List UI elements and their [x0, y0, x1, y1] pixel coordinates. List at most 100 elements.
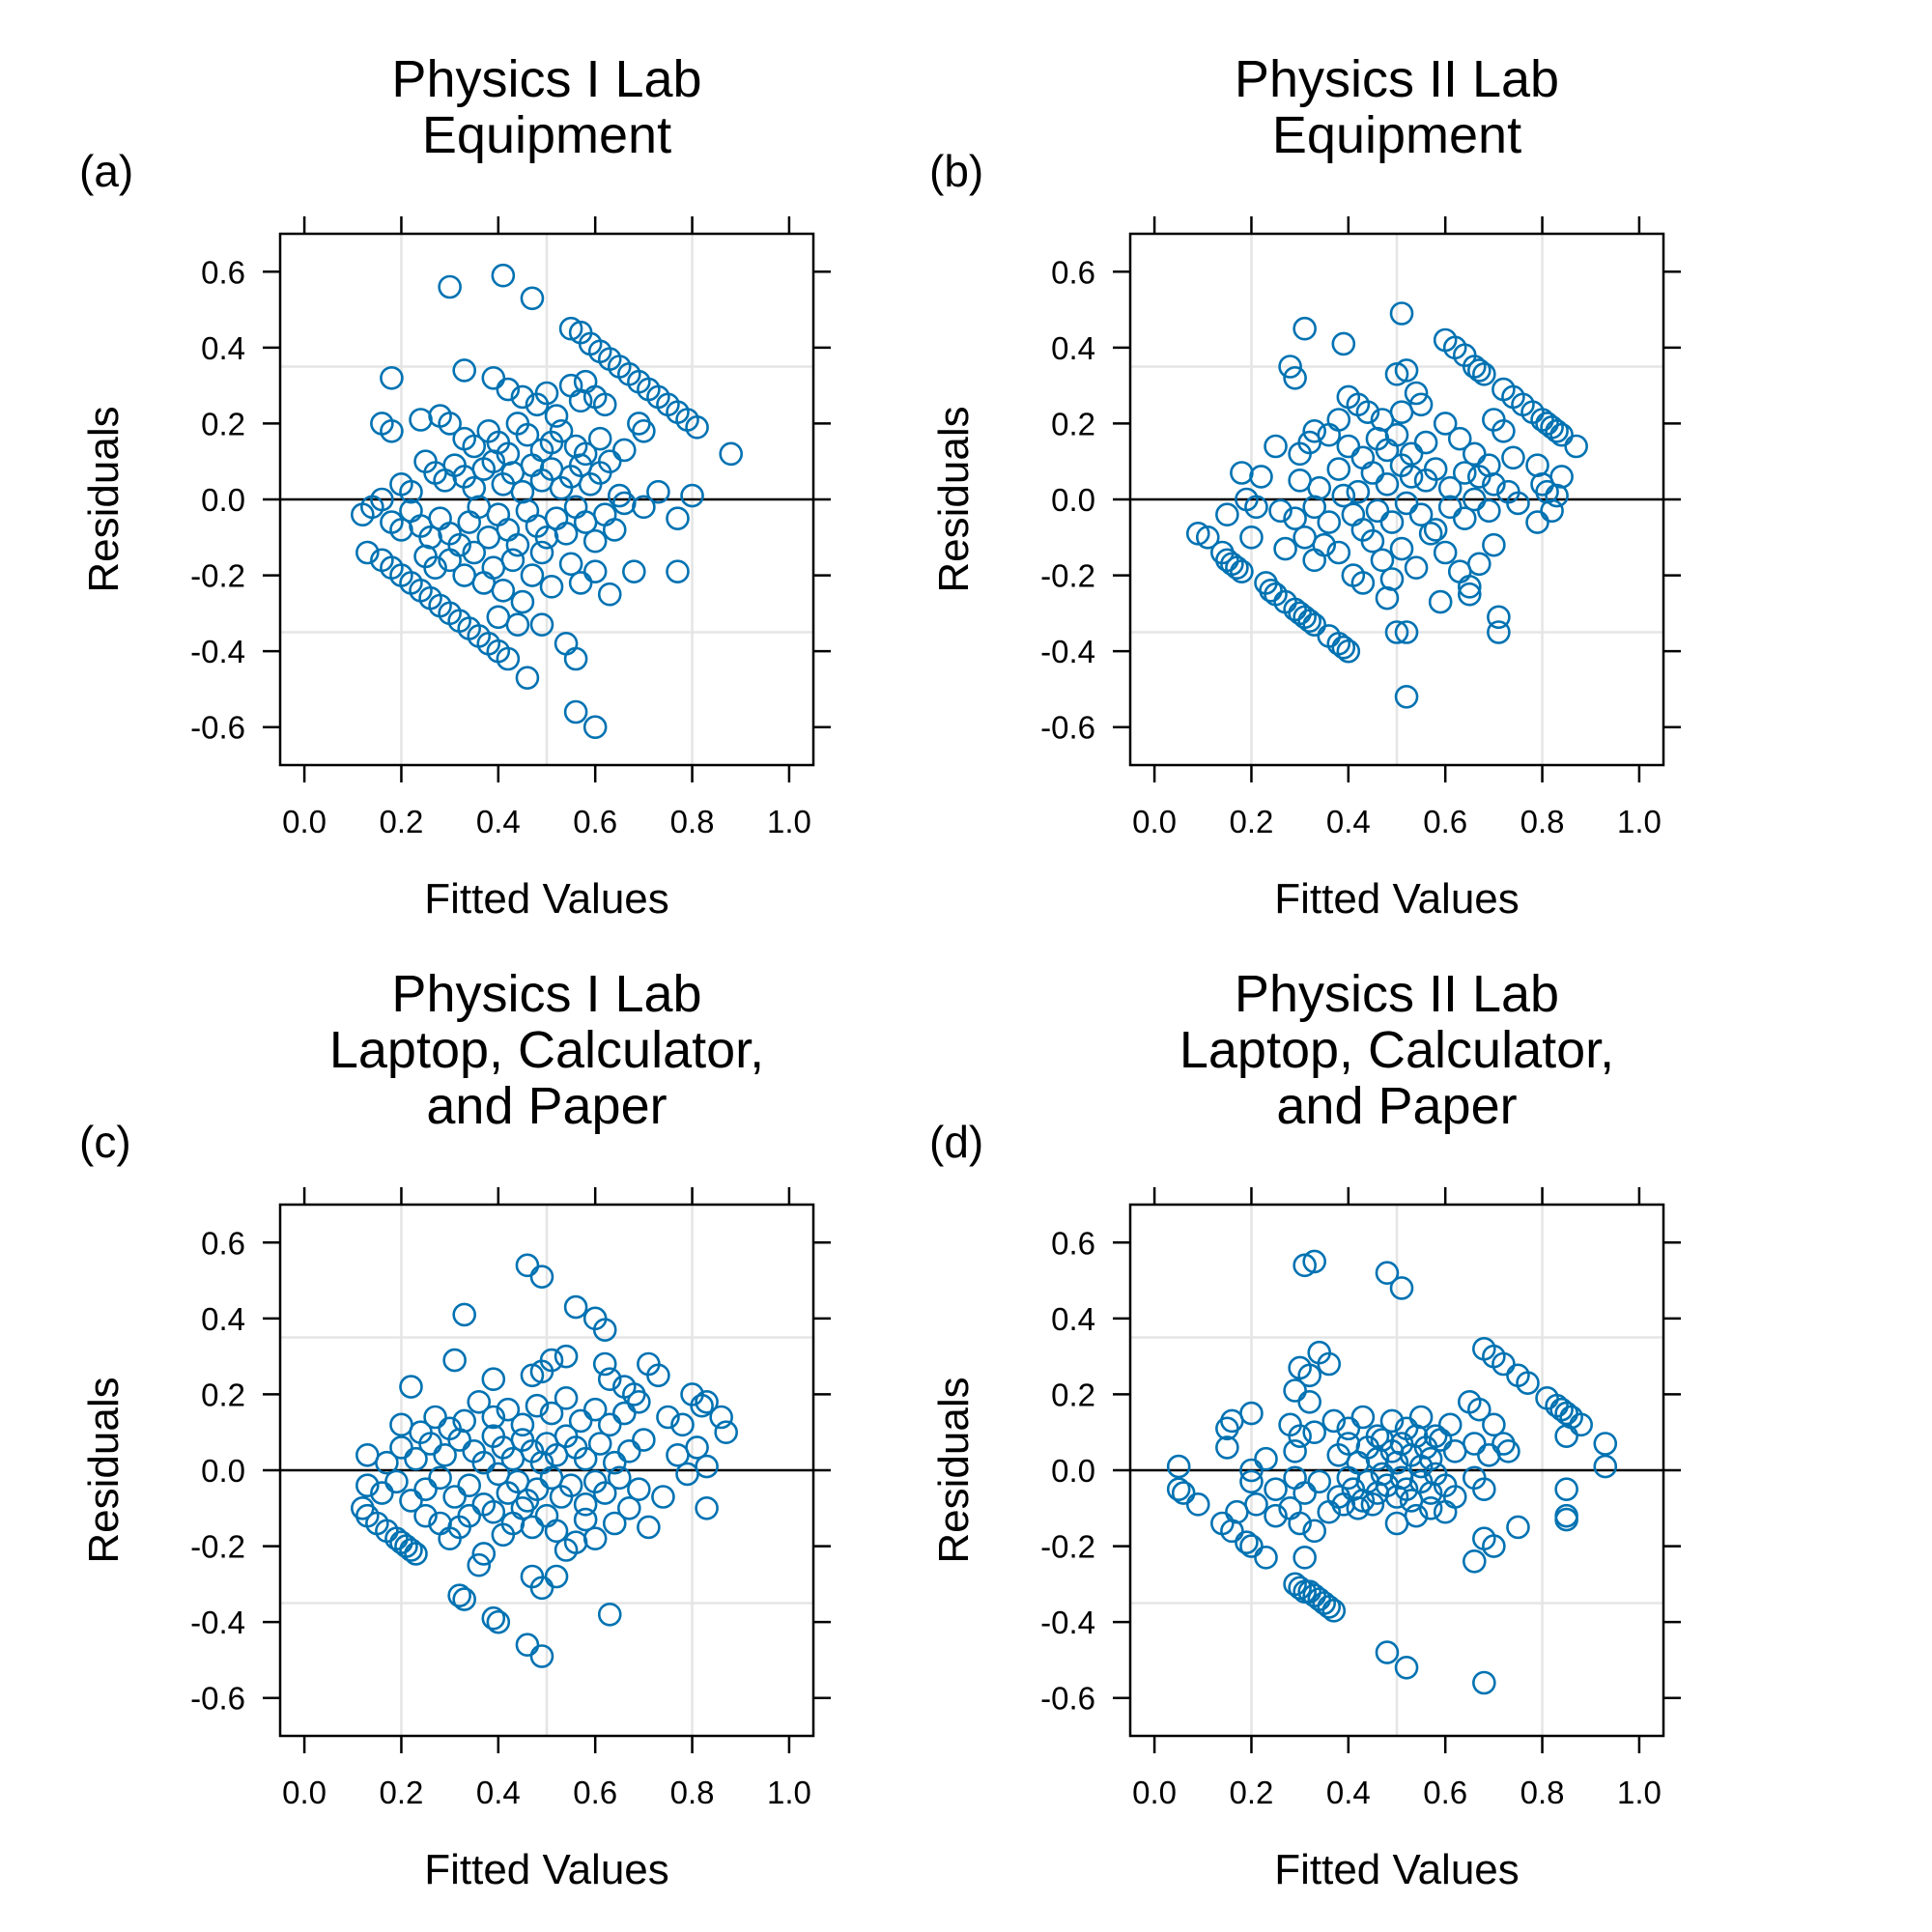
- data-point: [370, 1481, 394, 1505]
- data-point: [457, 1473, 482, 1498]
- data-point: [592, 1351, 617, 1377]
- data-point: [1394, 620, 1419, 644]
- data-point: [1467, 358, 1492, 383]
- data-point: [1336, 434, 1361, 459]
- data-point: [438, 412, 462, 436]
- data-point: [1433, 412, 1458, 436]
- data-point: [433, 1442, 457, 1467]
- data-point: [515, 498, 540, 524]
- data-point: [617, 1495, 641, 1520]
- data-point: [651, 1485, 675, 1509]
- data-point: [1195, 525, 1220, 550]
- x-tick-label: 1.0: [767, 804, 811, 839]
- data-point: [529, 612, 554, 637]
- data-point: [1297, 609, 1321, 634]
- panel-title-line: Physics II Lab: [1235, 50, 1559, 108]
- data-point: [380, 365, 404, 390]
- x-tick-label: 1.0: [767, 1775, 811, 1810]
- x-tick-label: 0.4: [476, 804, 521, 839]
- data-point: [1384, 620, 1409, 644]
- panel-title-line: Physics I Lab: [391, 965, 701, 1023]
- data-point: [1462, 487, 1487, 512]
- data-point: [1350, 1405, 1376, 1430]
- data-point: [646, 479, 670, 504]
- data-point: [428, 506, 452, 530]
- data-point: [1350, 571, 1376, 595]
- data-point: [1477, 498, 1501, 524]
- data-point: [510, 384, 535, 410]
- data-point: [573, 1446, 598, 1471]
- data-point: [481, 1367, 506, 1392]
- data-point: [481, 365, 506, 390]
- data-point: [1166, 1477, 1191, 1501]
- data-point: [582, 559, 608, 583]
- data-point: [597, 1412, 622, 1437]
- data-point: [1554, 1477, 1578, 1501]
- data-point: [467, 1552, 492, 1577]
- data-point: [520, 453, 545, 477]
- data-point: [481, 555, 506, 581]
- data-point: [1408, 502, 1434, 527]
- data-point: [1467, 1397, 1492, 1422]
- data-point: [675, 1462, 699, 1487]
- data-point: [1506, 1515, 1530, 1540]
- data-point: [525, 1477, 550, 1501]
- data-point: [597, 1602, 622, 1627]
- data-point: [452, 358, 476, 383]
- x-tick-label: 0.0: [282, 804, 327, 839]
- data-point: [1326, 540, 1351, 565]
- x-axis-label: Fitted Values: [424, 875, 669, 923]
- data-point: [438, 548, 462, 573]
- x-tick-label: 0.8: [670, 1775, 715, 1810]
- data-point: [520, 563, 545, 587]
- y-tick-label: -0.2: [190, 558, 245, 594]
- y-tick-label: -0.2: [1040, 1529, 1095, 1565]
- y-tick-label: -0.2: [190, 1529, 245, 1565]
- y-tick-label: 0.4: [201, 330, 245, 366]
- data-point: [1501, 445, 1525, 470]
- data-point: [413, 1477, 438, 1501]
- data-point: [510, 589, 535, 614]
- data-point: [1564, 434, 1588, 459]
- data-point: [462, 434, 487, 459]
- data-point: [1593, 1454, 1618, 1479]
- data-point: [1317, 1595, 1342, 1619]
- y-tick-label: 0.2: [1051, 406, 1095, 441]
- data-point: [1254, 1446, 1278, 1471]
- data-point: [505, 532, 530, 557]
- x-tick-label: 0.0: [1132, 804, 1177, 839]
- data-point: [1492, 418, 1516, 443]
- y-tick-label: 0.6: [201, 254, 245, 290]
- data-point: [544, 1519, 569, 1544]
- data-point: [1462, 1548, 1487, 1574]
- data-point: [457, 1503, 482, 1528]
- data-point: [1331, 483, 1356, 508]
- x-tick-label: 0.2: [380, 1775, 424, 1810]
- data-point: [592, 1481, 617, 1505]
- data-point: [1389, 301, 1414, 326]
- data-point: [1273, 536, 1297, 561]
- data-point: [1375, 471, 1400, 497]
- data-point: [563, 699, 588, 724]
- data-point: [1350, 445, 1376, 470]
- data-point: [607, 483, 632, 508]
- x-tick-label: 1.0: [1617, 804, 1662, 839]
- x-tick-label: 0.6: [1423, 1775, 1467, 1810]
- data-point: [1375, 585, 1400, 611]
- data-point: [1447, 426, 1472, 451]
- data-point: [1482, 532, 1506, 557]
- y-axis-label: Residuals: [80, 1377, 128, 1563]
- y-tick-label: -0.4: [1040, 634, 1095, 669]
- data-point: [1404, 381, 1429, 406]
- data-point: [597, 1367, 622, 1392]
- data-point: [1346, 479, 1371, 504]
- x-tick-label: 0.2: [380, 804, 424, 839]
- x-tick-label: 0.8: [1520, 804, 1565, 839]
- data-point: [1297, 1389, 1321, 1414]
- data-point: [1283, 506, 1307, 530]
- data-point: [558, 373, 583, 398]
- data-point: [611, 438, 637, 463]
- data-point: [1244, 495, 1268, 520]
